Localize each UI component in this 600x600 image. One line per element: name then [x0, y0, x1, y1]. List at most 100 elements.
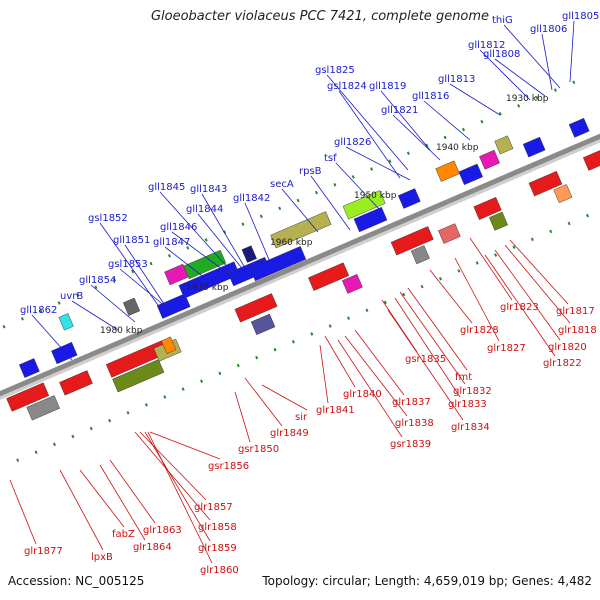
label-leader-line [59, 469, 104, 551]
label-leader-line [335, 162, 381, 211]
gene-label: gsr1856 [208, 461, 249, 472]
label-leader-line [494, 249, 561, 341]
gene-label: gll1847 [153, 237, 190, 248]
gene-label: gll1816 [412, 91, 449, 102]
gene-label: glr1832 [453, 386, 492, 397]
gene-feature-17 [479, 149, 500, 170]
label-leader-line [139, 431, 207, 501]
label-leader-line [337, 339, 403, 438]
gene-label: glr1833 [448, 399, 487, 410]
label-leader-line [569, 20, 575, 83]
gene-label: fmt [455, 372, 472, 383]
scale-tick-label: 1930 kbp [506, 94, 549, 104]
gene-label: rpsB [299, 166, 322, 177]
scale-tick-label: 1950 kbp [354, 191, 397, 201]
gene-feature-26 [59, 370, 93, 396]
label-leader-line [429, 269, 473, 324]
gene-label: glr1827 [487, 343, 526, 354]
gene-label: gll1851 [113, 235, 150, 246]
gene-label: glr1877 [24, 546, 63, 557]
label-leader-line [324, 335, 356, 388]
gene-label: gsr1839 [390, 439, 431, 450]
label-leader-line [149, 431, 221, 460]
gene-feature-41 [553, 184, 573, 204]
label-leader-line [261, 384, 308, 411]
label-leader-line [345, 146, 411, 181]
gene-label: secA [270, 179, 294, 190]
label-leader-line [387, 309, 464, 421]
gene-label: tsf [324, 153, 337, 164]
label-leader-line [407, 287, 468, 371]
gene-feature-14 [398, 188, 421, 209]
gene-label: gll1826 [334, 137, 371, 148]
label-leader-line [541, 33, 553, 91]
label-leader-line [344, 335, 408, 417]
label-leader-line [99, 464, 146, 541]
label-leader-line [380, 90, 431, 151]
gene-feature-15 [435, 160, 460, 182]
gene-label: glr1837 [392, 397, 431, 408]
gene-label: gll1843 [190, 184, 227, 195]
gene-label: glr1823 [500, 302, 539, 313]
gene-feature-35 [390, 226, 434, 256]
gene-feature-20 [568, 117, 590, 138]
gene-label: gll1808 [483, 49, 520, 60]
gene-feature-13 [353, 206, 388, 233]
gene-label: glr1858 [198, 522, 237, 533]
gene-feature-9 [241, 245, 257, 263]
gene-label: gll1862 [20, 305, 57, 316]
gene-feature-30 [161, 336, 177, 354]
label-leader-line [484, 254, 556, 357]
label-leader-line [509, 239, 569, 305]
gene-label: glr1834 [451, 422, 490, 433]
label-leader-line [109, 459, 156, 524]
label-leader-line [31, 314, 73, 361]
gene-feature-25 [26, 395, 60, 421]
label-leader-line [494, 58, 546, 97]
label-leader-line [9, 479, 37, 545]
gene-label: glr1822 [543, 358, 582, 369]
gene-feature-36 [410, 245, 430, 265]
gene-label: gsr1850 [238, 444, 279, 455]
gene-label: gsl1853 [108, 259, 148, 270]
label-leader-line [310, 175, 351, 231]
gene-label: gll1813 [438, 74, 475, 85]
gene-label: glr1828 [460, 325, 499, 336]
gene-label: thiG [492, 15, 513, 26]
gene-feature-39 [489, 211, 508, 231]
gene-feature-24 [6, 382, 50, 412]
gene-feature-38 [473, 197, 502, 220]
label-leader-line [394, 297, 461, 398]
gene-label: glr1863 [143, 525, 182, 536]
label-leader-line [503, 24, 561, 89]
gene-label: gll1806 [530, 24, 567, 35]
scale-tick-label: 1970 kbp [186, 283, 229, 293]
label-leader-line [134, 431, 211, 521]
gene-feature-10 [249, 246, 307, 282]
gene-label: glr1859 [198, 543, 237, 554]
gene-feature-4 [156, 293, 191, 319]
gene-label: glr1841 [316, 405, 355, 416]
gene-label: gll1846 [160, 222, 197, 233]
gene-label: gll1812 [468, 40, 505, 51]
map-title: Gloeobacter violaceus PCC 7421, complete… [150, 9, 490, 24]
gene-feature-42 [583, 147, 600, 171]
gene-feature-31 [234, 293, 278, 323]
gene-label: gll1821 [381, 105, 418, 116]
label-leader-line [147, 431, 213, 564]
label-leader-line [244, 202, 271, 263]
label-leader-line [469, 237, 513, 301]
label-leader-line [338, 90, 401, 179]
gene-label: gll1844 [186, 204, 223, 215]
gene-label: glr1857 [194, 502, 233, 513]
label-leader-line [144, 431, 211, 542]
gene-label: gll1819 [369, 81, 406, 92]
gene-label: gsl1825 [315, 65, 355, 76]
label-leader-line [479, 49, 531, 101]
gene-label: uvrB [60, 291, 83, 302]
gene-label: gsl1852 [88, 213, 128, 224]
genome-summary: Topology: circular; Length: 4,659,019 bp… [262, 574, 592, 588]
label-leader-line [326, 74, 409, 171]
gene-label: gll1842 [233, 193, 270, 204]
